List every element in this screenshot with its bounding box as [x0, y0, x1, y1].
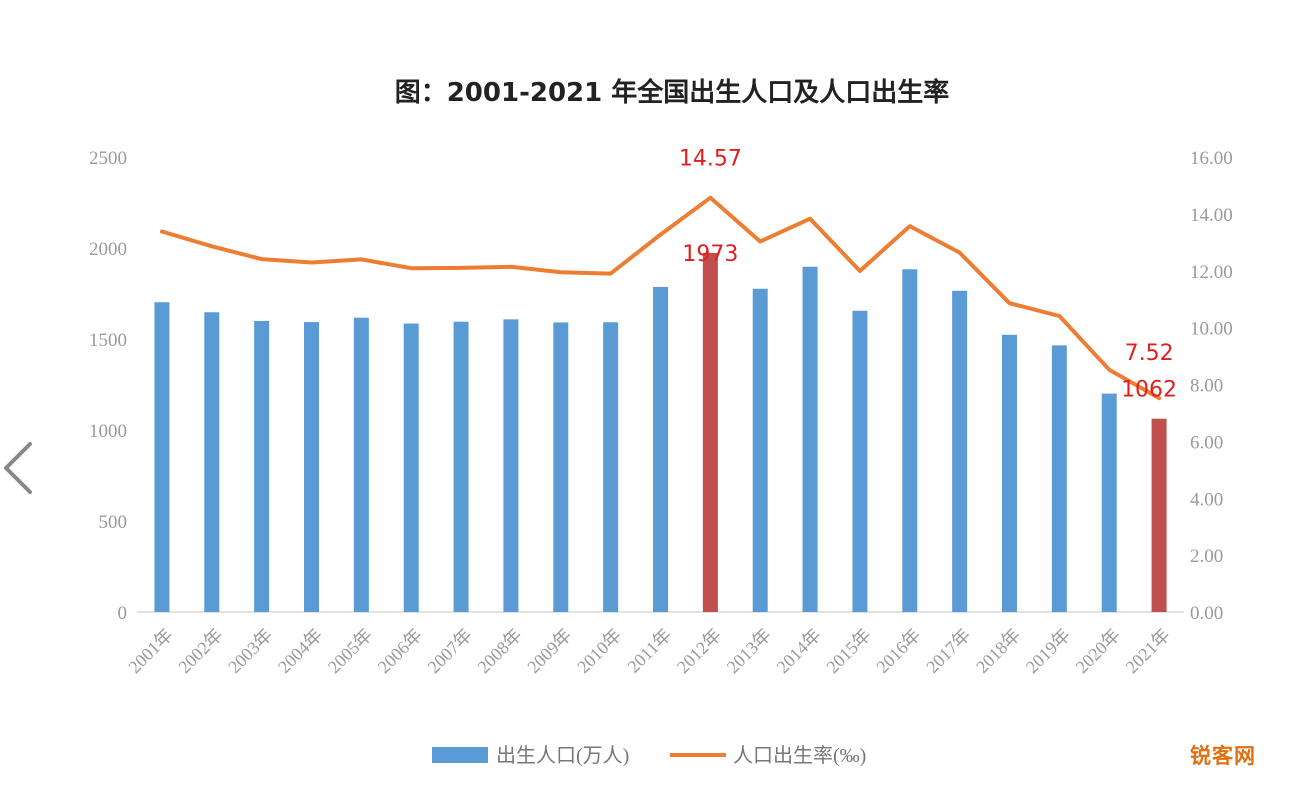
x-tick-label: 2010年 [573, 625, 625, 677]
right-tick-label: 10.00 [1190, 319, 1233, 340]
bar [304, 322, 319, 612]
x-tick-label: 2017年 [922, 625, 974, 677]
right-tick-label: 0.00 [1190, 603, 1223, 624]
bar [1151, 418, 1167, 612]
x-tick-label: 2013年 [723, 625, 775, 677]
bar [254, 320, 270, 612]
bar [752, 288, 768, 612]
x-tick-label: 2012年 [673, 625, 725, 677]
x-tick-label: 2007年 [424, 625, 476, 677]
left-tick-label: 2000 [89, 239, 127, 260]
left-tick-label: 0 [118, 603, 128, 624]
chevron-left-icon[interactable] [0, 436, 40, 500]
x-tick-label: 2001年 [124, 625, 176, 677]
annotations: 14.57 1973 7.52 1062 [679, 147, 1177, 403]
right-tick-label: 12.00 [1190, 262, 1233, 283]
right-tick-label: 6.00 [1190, 432, 1223, 453]
right-axis: 0.00 2.00 4.00 6.00 8.00 10.00 12.00 14.00 16.00 [1190, 148, 1233, 624]
bar [952, 290, 968, 612]
bar-series [154, 252, 1167, 612]
data-annotation: 1062 [1121, 378, 1177, 403]
left-tick-label: 1000 [89, 421, 127, 442]
bar [902, 269, 918, 612]
right-tick-label: 8.00 [1190, 376, 1223, 397]
bar [603, 322, 619, 612]
bar [1101, 393, 1117, 612]
bar [353, 317, 369, 612]
bar [553, 322, 569, 612]
bar [154, 302, 170, 612]
data-annotation: 1973 [682, 242, 738, 267]
x-tick-label: 2005年 [324, 625, 376, 677]
x-axis: 2001年2002年2003年2004年2005年2006年2007年2008年… [124, 625, 1173, 677]
legend: 出生人口(万人) 人口出生率(‰) [432, 744, 866, 767]
x-tick-label: 2020年 [1072, 625, 1124, 677]
x-tick-label: 2009年 [523, 625, 575, 677]
right-tick-label: 4.00 [1190, 489, 1223, 510]
x-tick-label: 2015年 [822, 625, 874, 677]
x-tick-label: 2011年 [623, 625, 675, 677]
x-tick-label: 2021年 [1122, 625, 1174, 677]
left-tick-label: 500 [99, 512, 128, 533]
bar [403, 323, 419, 612]
bar [852, 310, 868, 612]
bar [453, 321, 469, 612]
chart-title: 图：2001-2021 年全国出生人口及人口出生率 [395, 77, 950, 108]
bar [503, 319, 519, 612]
data-annotation: 7.52 [1125, 341, 1174, 366]
x-tick-label: 2002年 [174, 625, 226, 677]
bar [702, 252, 718, 612]
left-tick-label: 2500 [89, 148, 127, 169]
legend-label-bar: 出生人口(万人) [496, 744, 629, 767]
data-annotation: 14.57 [679, 147, 742, 172]
x-tick-label: 2006年 [374, 625, 426, 677]
x-tick-label: 2019年 [1022, 625, 1074, 677]
right-tick-label: 16.00 [1190, 148, 1233, 169]
legend-label-line: 人口出生率(‰) [733, 744, 866, 767]
bar [1051, 345, 1067, 612]
x-tick-label: 2004年 [274, 625, 326, 677]
x-tick-label: 2008年 [473, 625, 525, 677]
right-tick-label: 14.00 [1190, 205, 1233, 226]
x-tick-label: 2014年 [773, 625, 825, 677]
right-tick-label: 2.00 [1190, 546, 1223, 567]
bar [802, 266, 818, 612]
bar [1002, 334, 1017, 612]
left-axis: 0 500 1000 1500 2000 2500 [89, 148, 127, 624]
watermark-logo: 锐客网 [1190, 744, 1256, 768]
legend-swatch-bar [432, 747, 488, 763]
bar [204, 312, 220, 612]
bar [653, 286, 668, 612]
x-tick-label: 2018年 [972, 625, 1024, 677]
line-series [159, 195, 1162, 401]
x-tick-label: 2016年 [872, 625, 924, 677]
x-tick-label: 2003年 [224, 625, 276, 677]
left-tick-label: 1500 [89, 330, 127, 351]
